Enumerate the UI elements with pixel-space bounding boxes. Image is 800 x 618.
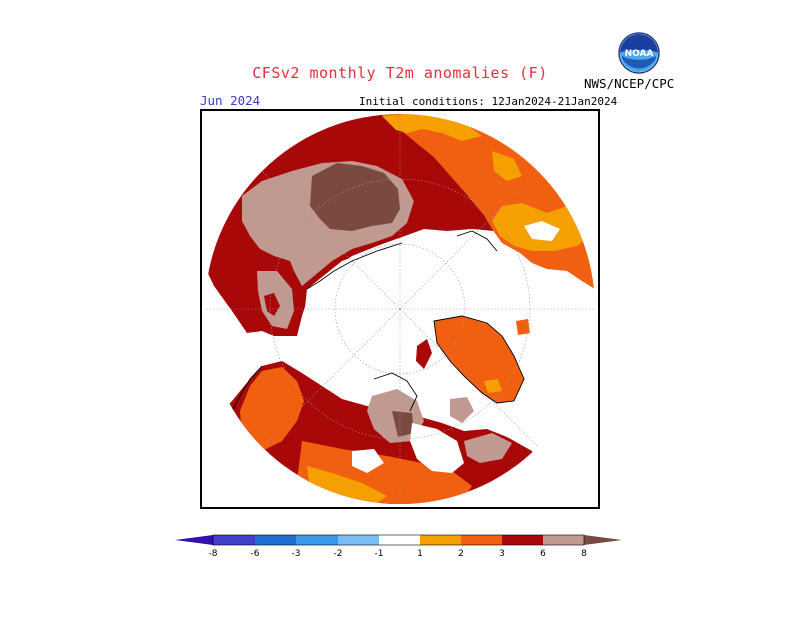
colorbar: -8 -6 -3 -2 -1 1 2 3 6 8 <box>175 534 622 559</box>
colorbar-segment-8 <box>502 535 543 545</box>
colorbar-tick: 6 <box>540 549 546 559</box>
colorbar-tick: -2 <box>334 549 343 559</box>
colorbar-tick: 1 <box>417 549 423 559</box>
polar-map <box>205 114 595 504</box>
colorbar-tick: 2 <box>458 549 464 559</box>
colorbar-segment-1 <box>213 535 255 545</box>
colorbar-segment-2 <box>255 535 296 545</box>
polar-map-frame <box>200 109 600 509</box>
colorbar-segment-4 <box>338 535 379 545</box>
forecast-month: Jun 2024 <box>200 93 261 108</box>
colorbar-tick: -3 <box>292 549 301 559</box>
initial-conditions: Initial conditions: 12Jan2024-21Jan2024 <box>359 95 618 108</box>
colorbar-tick: -6 <box>251 549 260 559</box>
anomaly-region-greenland <box>434 316 524 403</box>
colorbar-tick: -1 <box>375 549 384 559</box>
colorbar-segment-7 <box>461 535 502 545</box>
colorbar-segment-9 <box>543 535 584 545</box>
colorbar-tick: -8 <box>209 549 218 559</box>
colorbar-tick: 3 <box>499 549 505 559</box>
colorbar-segment-6 <box>420 535 461 545</box>
agency-label: NWS/NCEP/CPC <box>584 76 675 91</box>
map-title: CFSv2 monthly T2m anomalies (F) <box>252 64 548 82</box>
colorbar-segment-5 <box>379 535 420 545</box>
colorbar-ticks: -8 -6 -3 -2 -1 1 2 3 6 8 <box>209 549 588 559</box>
colorbar-tick: 8 <box>581 549 587 559</box>
colorbar-max-arrow <box>584 535 622 545</box>
colorbar-segment-3 <box>296 535 338 545</box>
noaa-logo-icon: NOAA <box>618 32 660 74</box>
logo-text: NOAA <box>625 49 654 59</box>
colorbar-min-arrow <box>175 535 213 545</box>
